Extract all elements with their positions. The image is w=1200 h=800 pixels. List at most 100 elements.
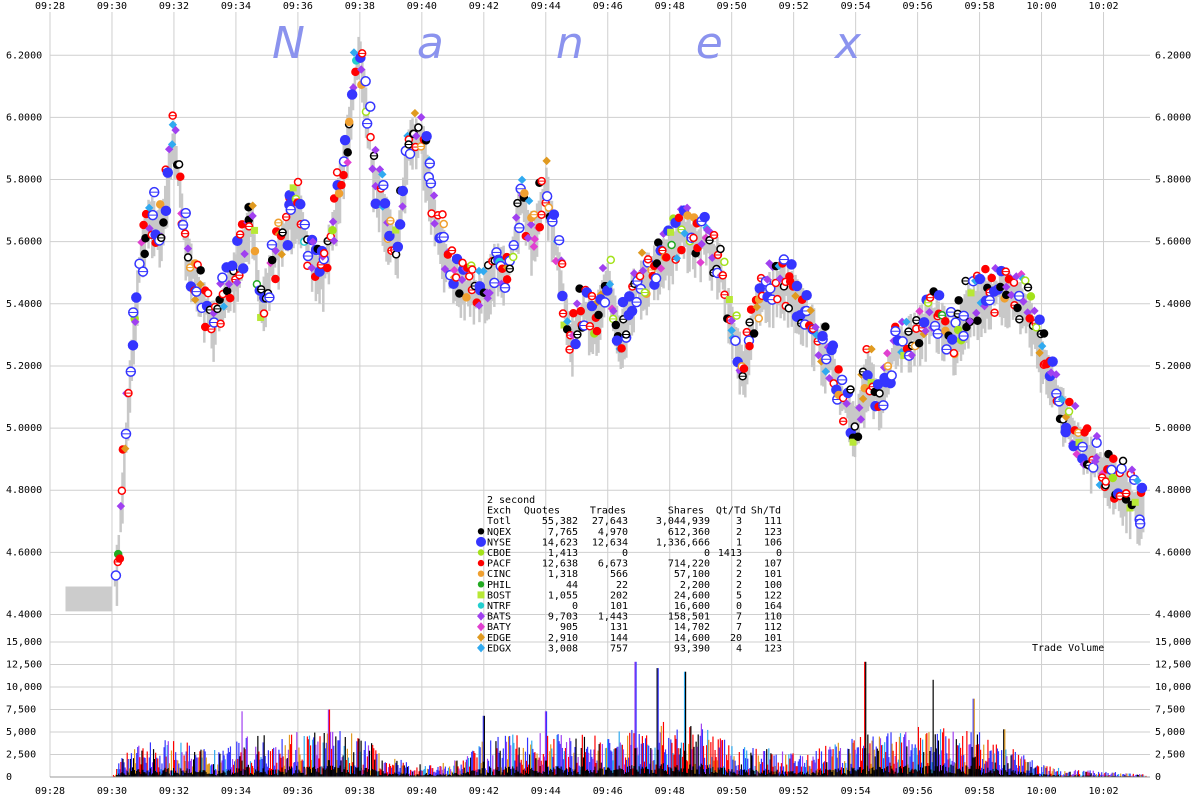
quote-marker	[1013, 303, 1022, 313]
legend-cell: NYSE	[487, 537, 511, 548]
y-tick-label-left: 5.0000	[6, 423, 42, 434]
quote-marker	[650, 273, 662, 284]
x-tick-label-top: 09:46	[593, 1, 623, 12]
quote-marker	[323, 263, 332, 273]
quote-marker	[271, 246, 280, 255]
quote-marker	[867, 378, 875, 386]
quote-marker	[629, 269, 639, 278]
quote-marker	[117, 486, 127, 495]
quote-marker	[535, 222, 545, 232]
quote-marker	[617, 344, 626, 353]
legend-cell: 757	[610, 643, 628, 654]
quote-marker	[465, 272, 474, 281]
legend-cell: 4,970	[598, 527, 628, 538]
legend-cell: 12,634	[592, 537, 628, 548]
quote-marker	[365, 101, 376, 112]
x-tick-label-bottom: 09:40	[407, 786, 437, 797]
quote-marker	[858, 394, 868, 404]
quote-marker	[328, 225, 337, 235]
legend-cell: 3	[736, 516, 742, 527]
quote-marker	[225, 293, 235, 303]
quote-marker	[656, 264, 666, 273]
legend-cell: 7	[736, 612, 742, 623]
quote-marker	[617, 296, 629, 308]
legend-marker	[477, 643, 485, 653]
x-tick-label-bottom: 10:02	[1088, 786, 1118, 797]
quote-marker	[693, 243, 702, 253]
y-tick-label-left: 4.6000	[6, 547, 42, 558]
quote-marker	[1061, 412, 1071, 422]
quote-marker	[786, 259, 797, 270]
quote-marker	[1021, 276, 1030, 285]
quote-marker	[526, 220, 536, 229]
legend-marker	[477, 622, 485, 632]
legend-cell: 16,600	[674, 601, 710, 612]
quote-marker	[897, 336, 908, 347]
quote-marker	[570, 338, 581, 350]
legend-cell: 9,703	[548, 612, 578, 623]
quote-marker	[1082, 424, 1092, 433]
x-tick-label-bottom: 09:38	[345, 786, 375, 797]
legend-cell: 7	[736, 622, 742, 633]
volume-tick-label-left: 10,000	[6, 682, 42, 693]
quote-marker	[171, 125, 180, 135]
quote-marker	[217, 272, 228, 283]
volume-tick-label-left: 0	[6, 772, 12, 783]
quote-marker	[1060, 426, 1072, 438]
axis-labels: 09:28 09:28 09:30 09:30 09:32 09:32 09:34 09:34…	[6, 1, 1191, 797]
quote-marker	[248, 211, 257, 221]
volume-tick-label-left: 7,500	[6, 705, 36, 716]
quote-marker	[203, 289, 213, 298]
y-tick-label-left: 4.8000	[6, 485, 42, 496]
x-tick-label-top: 09:44	[531, 1, 561, 12]
quote-marker	[293, 177, 303, 187]
price-series	[65, 36, 1148, 612]
legend-cell: BOST	[487, 590, 511, 601]
legend-cell: 4	[736, 643, 742, 654]
legend-cell: 2	[736, 559, 742, 570]
quote-marker	[626, 305, 638, 317]
quote-marker	[967, 289, 975, 297]
legend-cell: EDGX	[487, 643, 511, 654]
quote-marker	[974, 273, 986, 285]
quote-marker	[371, 145, 380, 155]
watermark-nanex: Nanex	[272, 18, 973, 69]
quote-marker	[160, 205, 172, 217]
legend-cell: 905	[560, 622, 578, 633]
quote-marker	[1057, 395, 1067, 404]
quote-marker	[1127, 465, 1137, 474]
volume-tick-label-right: 15,000	[1155, 637, 1191, 648]
quote-marker	[542, 156, 551, 166]
quote-marker	[680, 229, 689, 238]
quote-marker	[557, 290, 568, 302]
x-tick-label-top: 09:42	[469, 1, 499, 12]
quote-marker	[875, 389, 884, 398]
quote-marker	[599, 297, 611, 308]
legend-cell: 0	[776, 548, 782, 559]
quote-marker	[438, 210, 447, 219]
x-tick-label-top: 09:40	[407, 1, 437, 12]
legend-cell: 2	[736, 580, 742, 591]
quote-marker	[746, 305, 756, 314]
quote-marker	[1019, 297, 1028, 306]
legend-column-header: Shares	[668, 506, 704, 517]
legend-cell: 1,413	[548, 548, 578, 559]
quote-marker	[529, 242, 539, 251]
quote-marker	[637, 248, 647, 257]
quote-marker	[1109, 454, 1118, 464]
legend-cell: 714,220	[668, 559, 710, 570]
quote-marker	[530, 234, 539, 244]
quote-marker	[162, 167, 174, 178]
legend-cell: 1	[736, 537, 742, 548]
quote-marker	[862, 370, 873, 381]
y-tick-label-right: 4.4000	[1155, 609, 1191, 620]
quote-marker	[1092, 453, 1101, 462]
x-tick-label-top: 10:02	[1088, 1, 1118, 12]
quote-marker	[883, 349, 892, 358]
quote-marker	[1136, 482, 1148, 494]
y-tick-label-right: 5.0000	[1155, 423, 1191, 434]
y-tick-label-right: 5.6000	[1155, 237, 1191, 248]
quote-marker	[611, 320, 621, 330]
legend-cell: 14,623	[542, 537, 578, 548]
quote-marker	[1039, 329, 1049, 338]
